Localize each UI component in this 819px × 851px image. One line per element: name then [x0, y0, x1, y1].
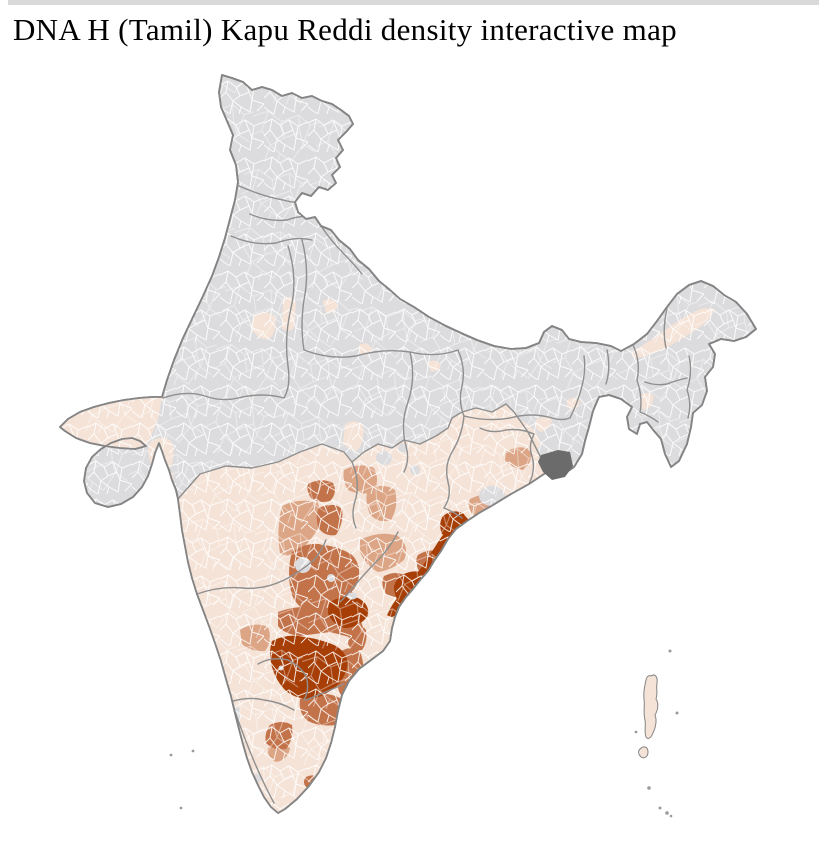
india-coastline	[59, 74, 757, 814]
horizontal-scrollbar[interactable]	[8, 0, 819, 5]
district-mesh-coarse	[60, 75, 756, 813]
lakshadweep-islands[interactable]	[169, 749, 195, 810]
state-borders-peninsula	[177, 403, 548, 804]
state-borders-northeast	[605, 308, 692, 423]
page-title: DNA H (Tamil) Kapu Reddi density interac…	[13, 12, 677, 47]
andaman-nicobar-islands[interactable]	[634, 649, 679, 818]
sundarbans-delta	[538, 450, 573, 480]
